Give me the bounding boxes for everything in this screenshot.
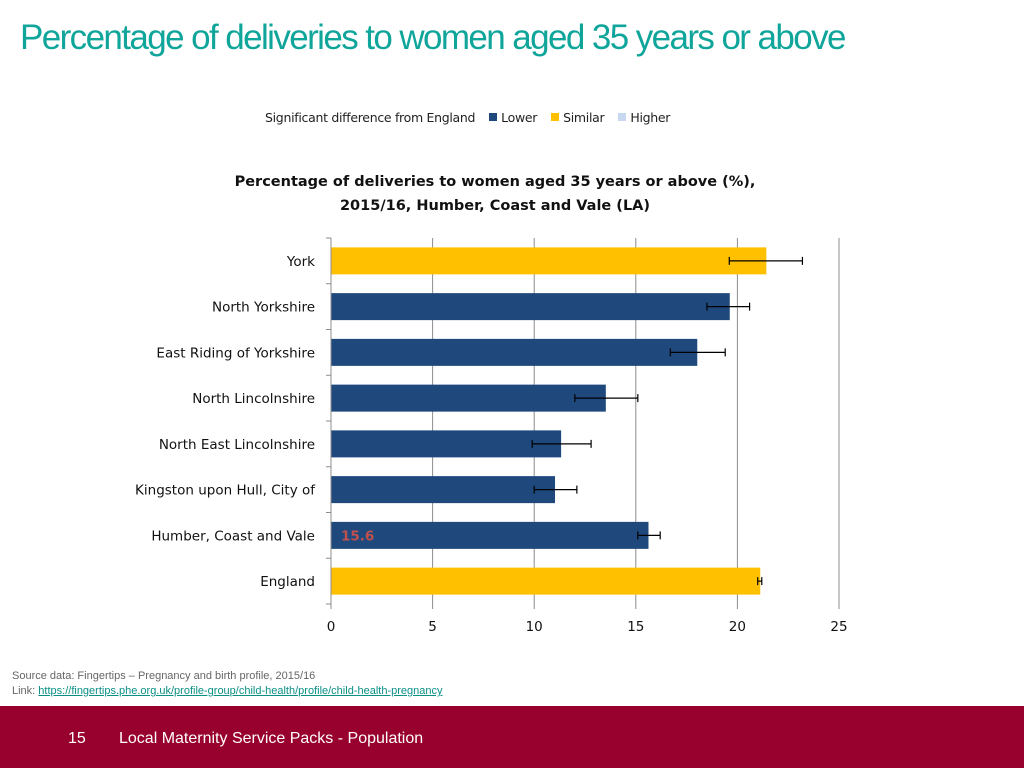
category-label-3: North Lincolnshire [192,391,315,407]
chart-title-line-2: 2015/16, Humber, Coast and Vale (LA) [339,198,651,214]
source-note: Source data: Fingertips – Pregnancy and … [12,669,442,699]
legend-label-lower: Lower [501,109,538,125]
x-tick-label-0: 0 [327,619,336,635]
bar-0 [331,247,767,275]
legend-swatch-lower [489,113,498,121]
source-link-prefix: Link: [12,685,39,697]
x-tick-label-2: 10 [526,619,543,635]
bar-1 [331,293,730,321]
category-label-4: North East Lincolnshire [159,437,315,453]
x-tick-label-5: 25 [830,619,847,635]
legend-label-higher: Higher [630,109,671,125]
slide-title: Percentage of deliveries to women aged 3… [20,18,846,57]
legend-swatch-similar [551,113,560,121]
category-label-0: York [286,254,315,270]
chart-title-line-1: Percentage of deliveries to women aged 3… [234,174,756,190]
bar-7 [331,567,761,595]
chart-legend: Significant difference from England Lowe… [265,108,670,126]
legend-item-lower: Lower [489,110,537,125]
category-label-7: England [260,574,315,590]
source-link-line: Link: https://fingertips.phe.org.uk/prof… [12,684,442,699]
chart-title: Percentage of deliveries to women aged 3… [200,170,790,218]
category-label-6: Humber, Coast and Vale [151,528,315,544]
source-link[interactable]: https://fingertips.phe.org.uk/profile-gr… [38,685,443,697]
category-label-2: East Riding of Yorkshire [156,345,315,361]
x-tick-label-4: 20 [729,619,746,635]
data-label-6: 15.6 [341,528,374,544]
bar-5 [331,476,556,504]
footer-bar [0,706,1024,768]
x-tick-label-3: 15 [627,619,644,635]
legend-item-higher: Higher [618,110,670,125]
legend-item-similar: Similar [551,109,605,125]
bar-6 [331,521,649,549]
source-line: Source data: Fingertips – Pregnancy and … [12,670,316,682]
bar-4 [331,430,562,458]
bar-3 [331,384,606,412]
category-label-1: North Yorkshire [212,300,315,316]
footer-title: Local Maternity Service Packs - Populati… [119,730,424,747]
x-tick-label-1: 5 [428,619,437,635]
category-label-5: Kingston upon Hull, City of [135,483,316,499]
bar-2 [331,338,698,366]
legend-swatch-higher [618,113,627,121]
legend-label-similar: Similar [563,109,605,125]
legend-title: Significant difference from England [265,109,476,125]
bar-chart: York North Yorkshire East Riding of Yorksh… [135,237,848,635]
page-number: 15 [68,730,86,747]
